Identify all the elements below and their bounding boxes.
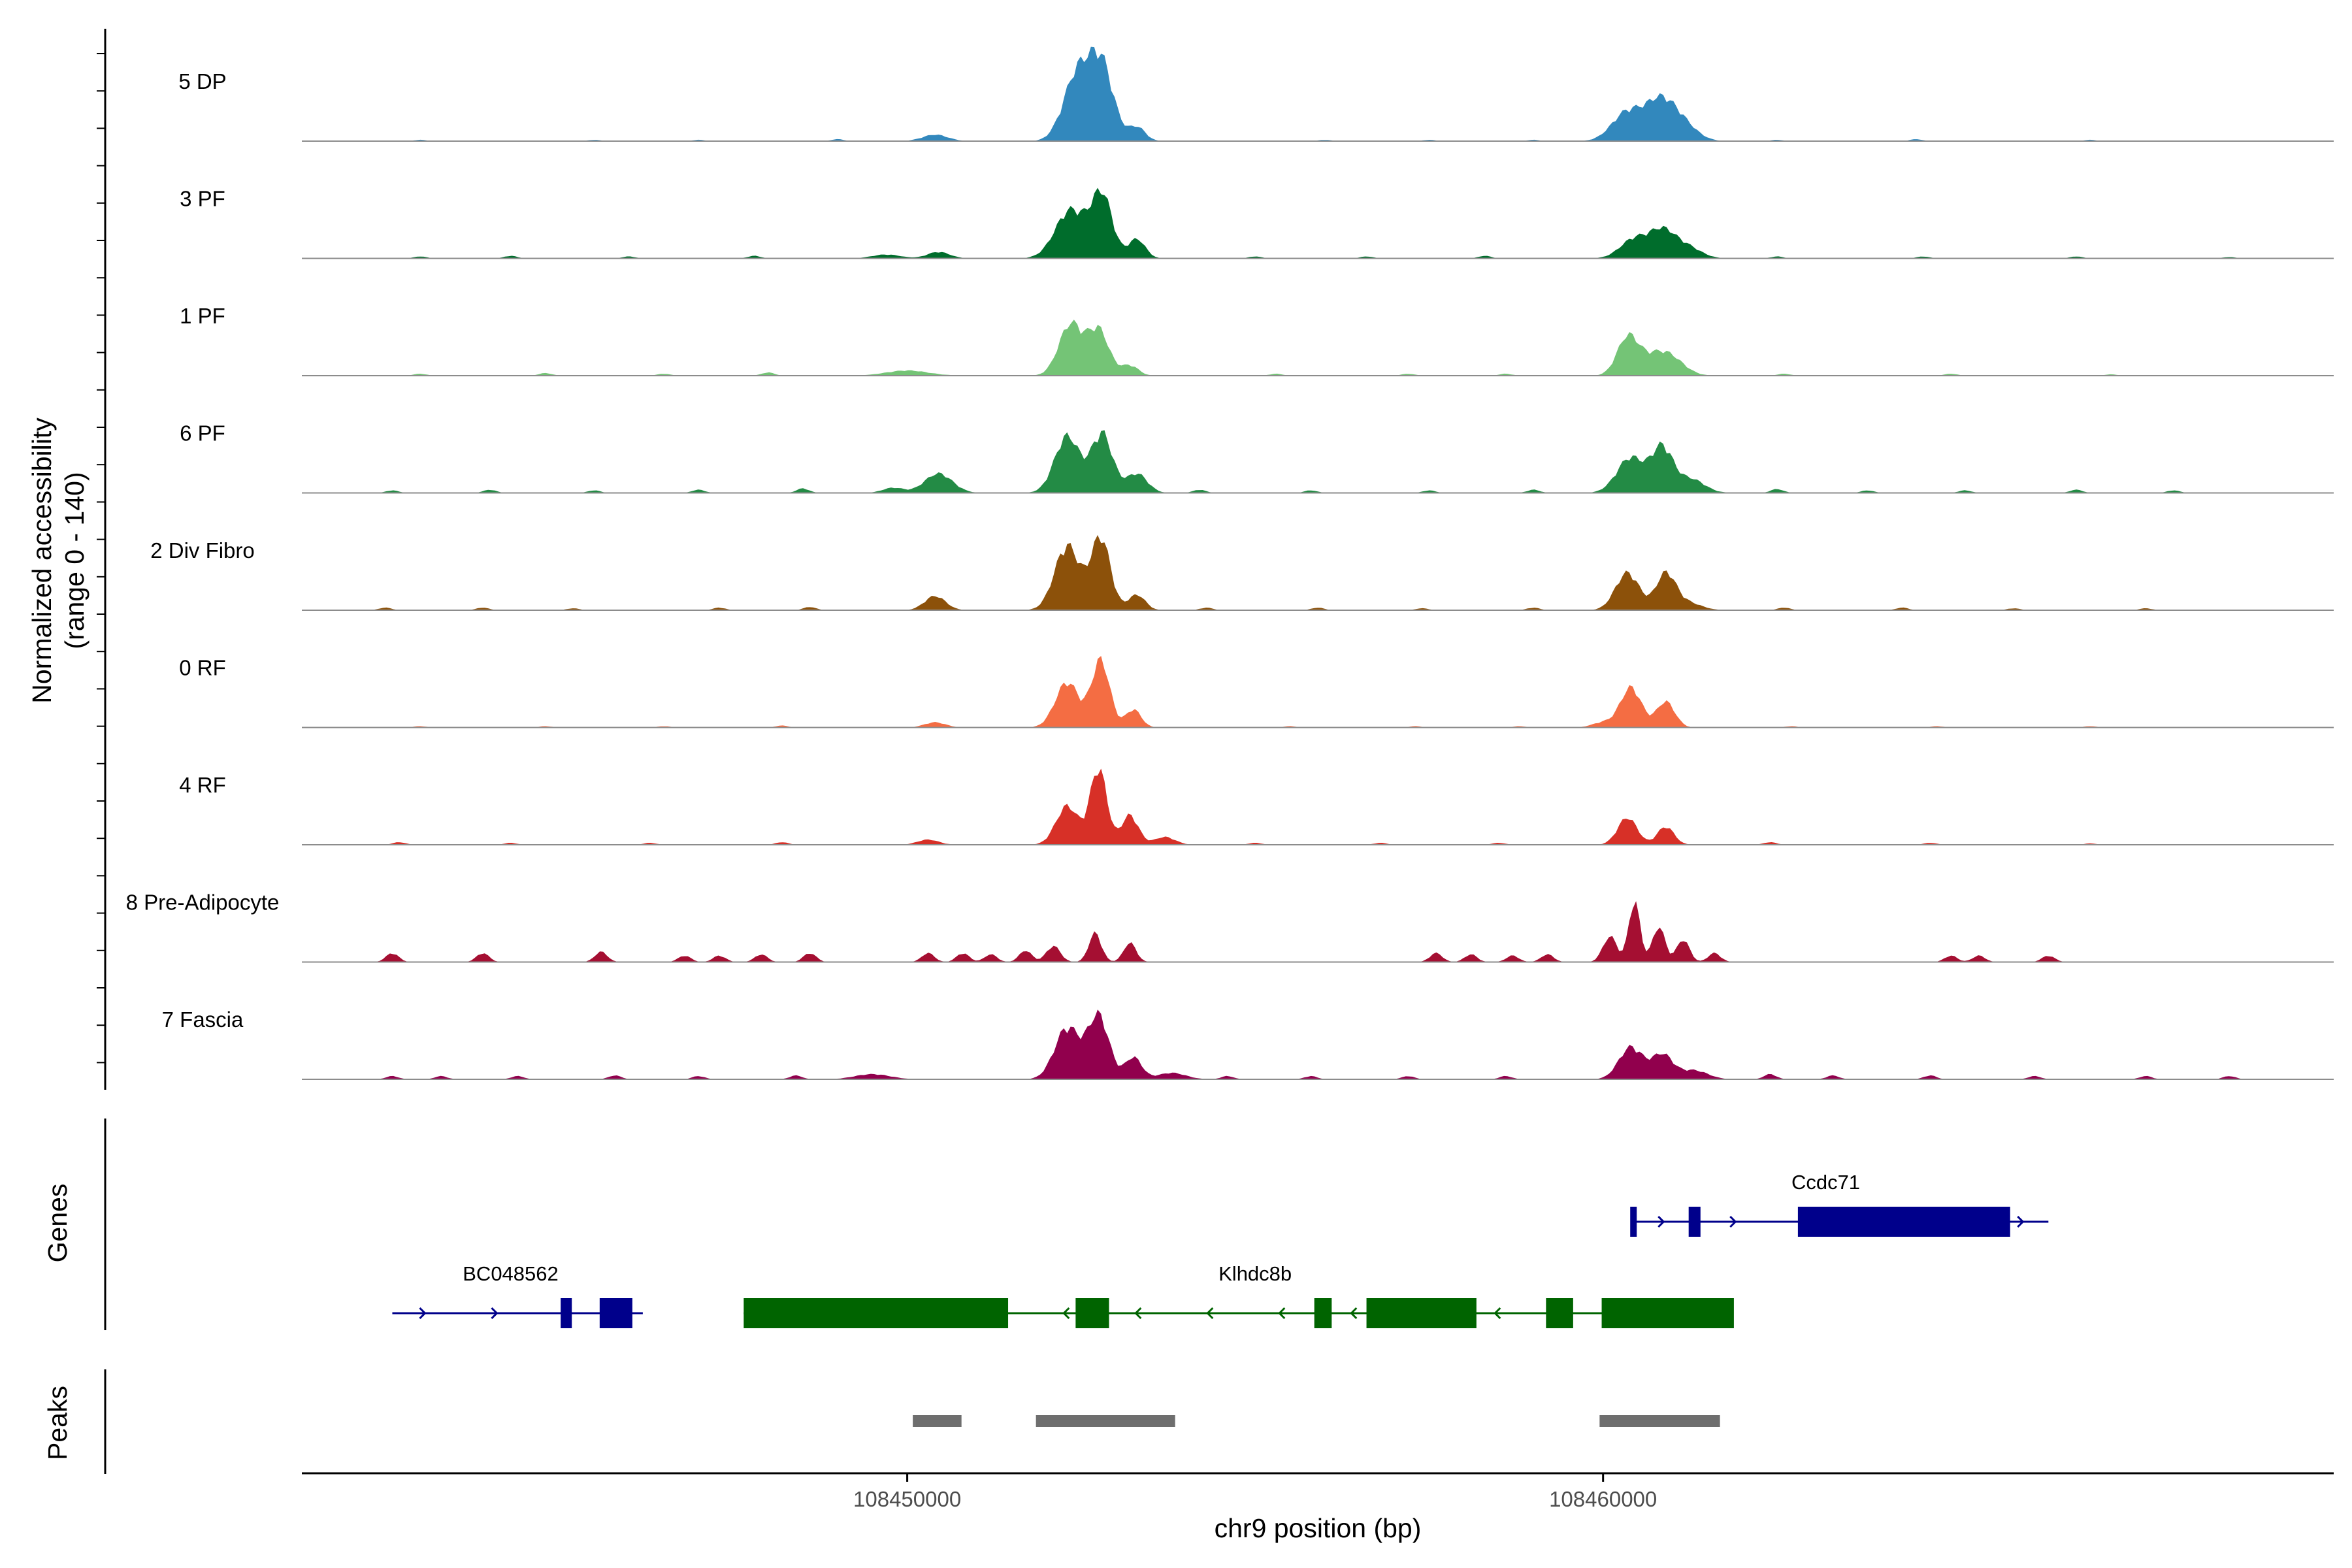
peak-region — [1036, 1415, 1175, 1427]
gene-exon — [561, 1298, 572, 1328]
y-axis-title-line2: (range 0 - 140) — [59, 472, 90, 649]
track-label: 6 PF — [180, 421, 225, 446]
gene-exon — [1601, 1298, 1734, 1328]
coverage-area — [302, 188, 2334, 259]
gene-exon — [1366, 1298, 1477, 1328]
gene-label: Ccdc71 — [1791, 1171, 1860, 1194]
strand-arrow — [1494, 1307, 1501, 1320]
track-label: 2 Div Fibro — [150, 538, 255, 563]
genes-axis-title: Genes — [42, 1184, 73, 1263]
track-8-pre-adipocyte: 8 Pre-Adipocyte — [126, 890, 2334, 963]
x-axis-title: chr9 position (bp) — [1215, 1513, 1422, 1543]
strand-arrow — [1278, 1307, 1286, 1320]
track-6-pf: 6 PF — [180, 421, 2334, 494]
gene-exon — [1314, 1298, 1332, 1328]
x-tick-label: 108460000 — [1549, 1487, 1657, 1511]
track-label: 1 PF — [180, 304, 225, 328]
peaks-axis-title: Peaks — [42, 1386, 73, 1460]
gene-exon — [1630, 1207, 1637, 1237]
strand-arrow — [1134, 1307, 1142, 1320]
track-label: 3 PF — [180, 187, 225, 211]
strand-arrow — [419, 1307, 427, 1320]
coverage-area — [302, 656, 2334, 728]
track-label: 0 RF — [179, 656, 226, 680]
gene-exon — [1797, 1207, 2010, 1237]
gene-exon — [599, 1298, 632, 1328]
gene-bc048562: BC048562 — [392, 1262, 643, 1328]
coverage-area — [302, 1009, 2334, 1079]
genes-panel: BC048562 Klhdc8b Ccdc71 — [392, 1171, 2049, 1328]
coverage-area — [302, 534, 2334, 610]
track-0-rf: 0 RF — [179, 656, 2334, 728]
track-2-div-fibro: 2 Div Fibro — [150, 534, 2334, 611]
peak-region — [1599, 1415, 1720, 1427]
strand-arrow — [491, 1307, 498, 1320]
gene-exon — [1699, 1298, 1709, 1328]
track-3-pf: 3 PF — [180, 187, 2334, 259]
gene-ccdc71: Ccdc71 — [1630, 1171, 2049, 1237]
coverage-area — [302, 319, 2334, 376]
gene-exon — [1075, 1298, 1109, 1328]
coverage-area — [302, 430, 2334, 493]
x-axis: 108450000 108460000 — [97, 53, 2334, 1511]
gene-klhdc8b: Klhdc8b — [743, 1262, 1734, 1328]
strand-arrow — [1350, 1307, 1358, 1320]
gene-label: Klhdc8b — [1218, 1262, 1292, 1285]
coverage-tracks: 5 DP 3 PF 1 PF 6 PF 2 Div Fibro 0 RF 4 RF 8 Pre… — [126, 46, 2334, 1080]
gene-exon — [743, 1298, 1009, 1328]
track-4-rf: 4 RF — [179, 768, 2334, 845]
gene-exon — [1546, 1298, 1573, 1328]
track-7-fascia: 7 Fascia — [162, 1007, 2334, 1080]
gene-exon — [1688, 1207, 1701, 1237]
gene-label: BC048562 — [463, 1262, 559, 1285]
coverage-area — [302, 46, 2334, 141]
track-1-pf: 1 PF — [180, 304, 2334, 376]
strand-arrow — [1729, 1215, 1737, 1228]
strand-arrow — [1658, 1215, 1665, 1228]
strand-arrow — [2017, 1215, 2025, 1228]
coverage-area — [302, 768, 2334, 845]
peak-region — [913, 1415, 962, 1427]
coverage-area — [302, 901, 2334, 962]
track-label: 4 RF — [179, 773, 226, 797]
strand-arrow — [1062, 1307, 1070, 1320]
track-label: 8 Pre-Adipocyte — [126, 890, 280, 915]
strand-arrow — [1206, 1307, 1214, 1320]
track-label: 5 DP — [178, 69, 226, 93]
peaks-panel — [913, 1415, 1720, 1427]
x-tick-label: 108450000 — [853, 1487, 961, 1511]
track-5-dp: 5 DP — [178, 46, 2334, 142]
track-label: 7 Fascia — [162, 1007, 244, 1032]
y-axis-title-line1: Normalized accessibility — [27, 417, 57, 704]
